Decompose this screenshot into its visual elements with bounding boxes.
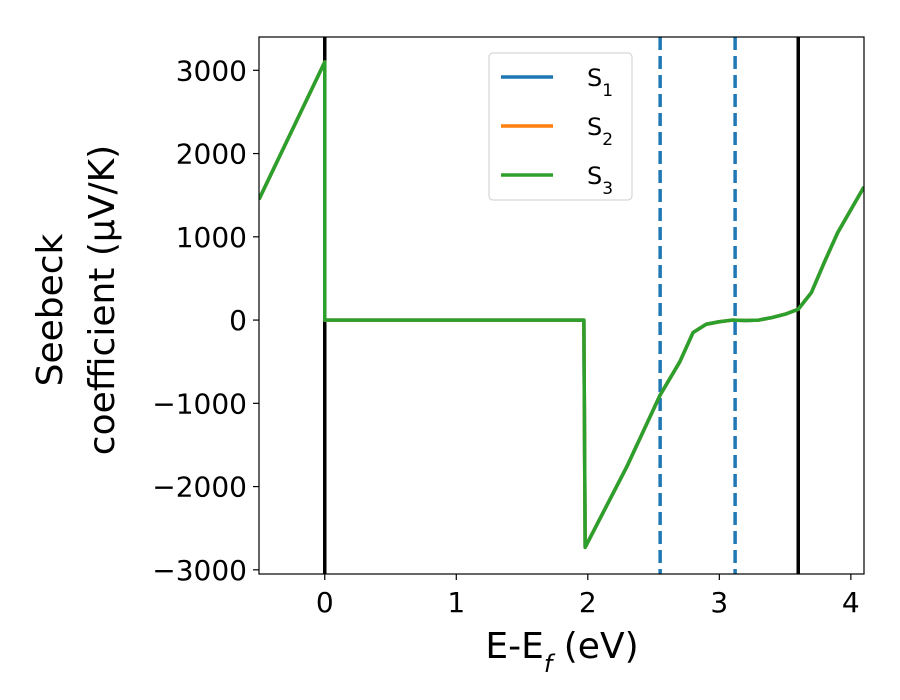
y-axis-label-line2: coefficient (μV/K) xyxy=(82,145,123,455)
y-tick-label: −2000 xyxy=(152,471,247,504)
y-tick-label: −1000 xyxy=(152,387,247,420)
series-lines xyxy=(259,60,864,550)
y-tick-label: −3000 xyxy=(152,554,247,587)
x-axis-label: E-Ef (eV) xyxy=(485,626,638,678)
legend: S1 S2 S3 xyxy=(488,52,633,201)
legend-label-S1: S1 xyxy=(587,64,613,101)
x-tick-label: 4 xyxy=(842,586,860,619)
y-axis-ticks: 3000 2000 1000 0 −1000 −2000 −3000 xyxy=(152,54,259,587)
series-line-S3 xyxy=(259,60,864,550)
legend-label-S3: S3 xyxy=(587,162,613,199)
y-tick-label: 3000 xyxy=(176,54,247,87)
y-tick-label: 1000 xyxy=(176,221,247,254)
x-axis-ticks: 0 1 2 3 4 xyxy=(316,574,860,619)
legend-label-S2: S2 xyxy=(587,113,613,150)
x-tick-label: 1 xyxy=(447,586,465,619)
x-tick-label: 2 xyxy=(579,586,597,619)
y-axis-label-line1: Seebeck xyxy=(30,233,71,386)
axes-frame xyxy=(258,36,865,575)
legend-box xyxy=(488,52,633,201)
x-tick-label: 0 xyxy=(316,586,334,619)
y-tick-label: 0 xyxy=(229,304,247,337)
x-tick-label: 3 xyxy=(710,586,728,619)
y-tick-label: 2000 xyxy=(176,138,247,171)
y-axis-label: Seebeck coefficient (μV/K) xyxy=(30,145,123,455)
